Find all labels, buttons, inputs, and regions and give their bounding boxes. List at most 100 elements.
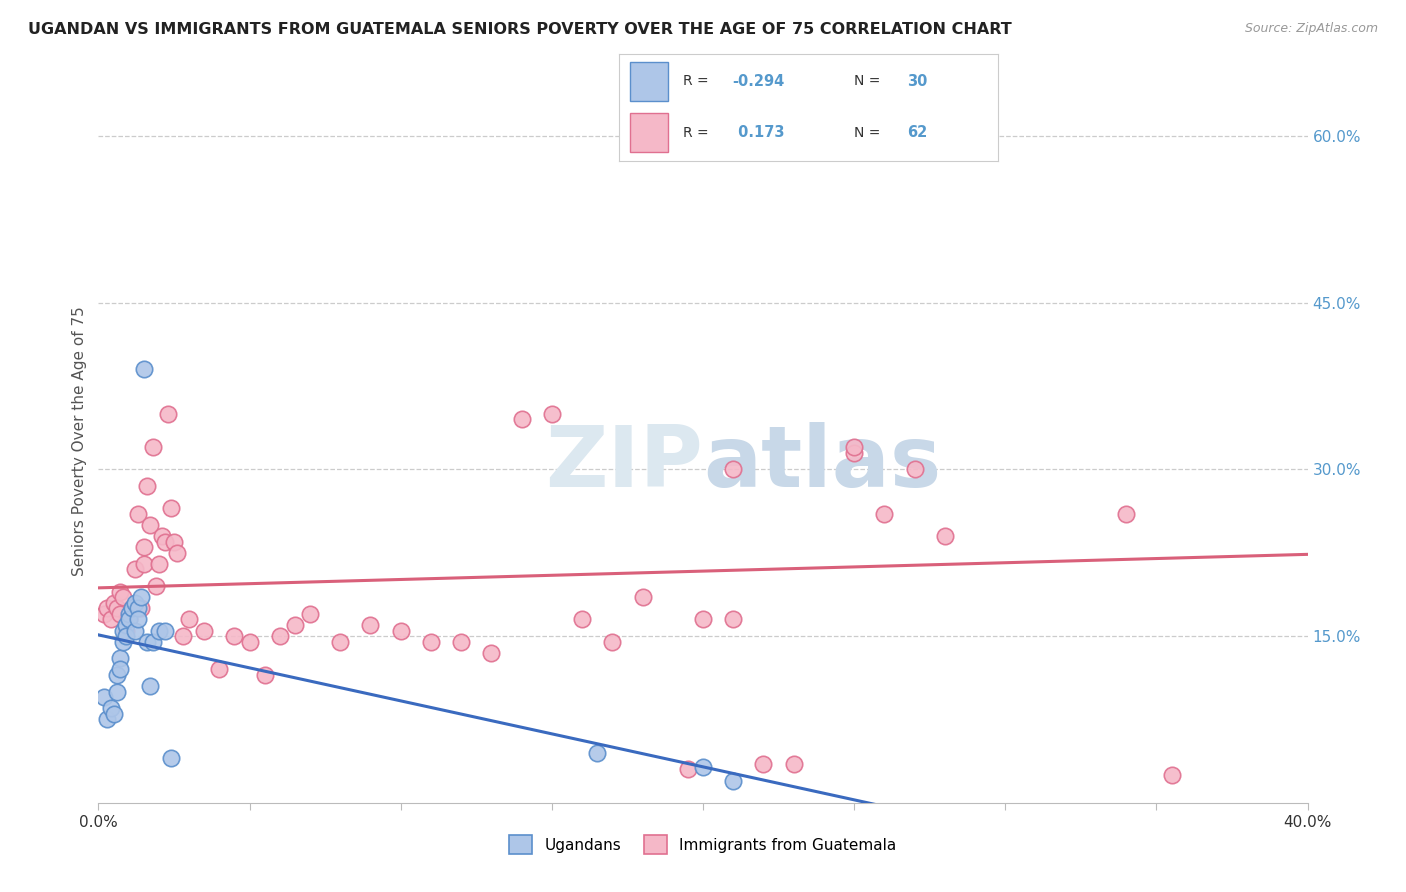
Point	[602, 634, 624, 648]
Text: 62: 62	[907, 125, 928, 140]
Point	[420, 634, 443, 648]
Point	[114, 618, 136, 632]
Point	[571, 612, 593, 626]
Point	[723, 612, 745, 626]
Point	[224, 629, 246, 643]
Point	[160, 751, 183, 765]
Point	[813, 118, 835, 132]
Point	[153, 624, 176, 638]
Legend: Ugandans, Immigrants from Guatemala: Ugandans, Immigrants from Guatemala	[503, 830, 903, 860]
Point	[124, 624, 146, 638]
Point	[132, 362, 155, 376]
Point	[150, 529, 173, 543]
Text: Source: ZipAtlas.com: Source: ZipAtlas.com	[1244, 22, 1378, 36]
Point	[676, 763, 699, 777]
Point	[114, 624, 136, 638]
Point	[752, 756, 775, 771]
Point	[118, 607, 141, 621]
Point	[692, 612, 714, 626]
Point	[844, 445, 866, 459]
Point	[103, 596, 125, 610]
Point	[723, 462, 745, 476]
Point	[156, 407, 179, 421]
Text: N =: N =	[853, 126, 884, 140]
Point	[389, 624, 412, 638]
Point	[129, 590, 152, 604]
Point	[208, 662, 231, 676]
Point	[253, 668, 276, 682]
Y-axis label: Seniors Poverty Over the Age of 75: Seniors Poverty Over the Age of 75	[72, 307, 87, 576]
Point	[118, 612, 141, 626]
Point	[904, 462, 927, 476]
Point	[118, 612, 141, 626]
Point	[299, 607, 322, 621]
Text: -0.294: -0.294	[733, 74, 785, 89]
Point	[692, 760, 714, 774]
Text: 0.173: 0.173	[733, 125, 785, 140]
Point	[1115, 507, 1137, 521]
Point	[163, 534, 186, 549]
Point	[873, 507, 896, 521]
Point	[139, 517, 162, 532]
Point	[124, 562, 146, 576]
Text: N =: N =	[853, 74, 884, 88]
Point	[108, 607, 131, 621]
Point	[121, 601, 143, 615]
Point	[127, 601, 149, 615]
Point	[135, 634, 157, 648]
Point	[329, 634, 352, 648]
Bar	[630, 62, 668, 101]
Point	[148, 557, 170, 571]
Point	[239, 634, 262, 648]
Point	[93, 690, 115, 705]
Point	[111, 624, 134, 638]
Point	[783, 756, 806, 771]
Point	[160, 501, 183, 516]
Point	[142, 440, 165, 454]
Point	[103, 706, 125, 721]
Point	[510, 412, 533, 426]
Point	[132, 540, 155, 554]
Text: atlas: atlas	[703, 422, 941, 505]
Point	[153, 534, 176, 549]
Point	[1160, 768, 1182, 782]
Point	[481, 646, 503, 660]
Point	[93, 607, 115, 621]
Text: ZIP: ZIP	[546, 422, 703, 505]
Point	[96, 713, 118, 727]
Text: UGANDAN VS IMMIGRANTS FROM GUATEMALA SENIORS POVERTY OVER THE AGE OF 75 CORRELAT: UGANDAN VS IMMIGRANTS FROM GUATEMALA SEN…	[28, 22, 1012, 37]
Point	[269, 629, 291, 643]
Point	[586, 746, 609, 760]
Point	[96, 601, 118, 615]
Point	[631, 590, 654, 604]
Point	[844, 440, 866, 454]
Point	[934, 529, 956, 543]
Point	[127, 612, 149, 626]
Point	[723, 773, 745, 788]
Point	[193, 624, 215, 638]
Point	[450, 634, 472, 648]
Point	[108, 651, 131, 665]
Point	[179, 612, 201, 626]
Bar	[630, 113, 668, 152]
Point	[100, 701, 122, 715]
Point	[114, 629, 136, 643]
Point	[100, 612, 122, 626]
Point	[127, 507, 149, 521]
Point	[129, 601, 152, 615]
Point	[105, 684, 128, 698]
Point	[284, 618, 307, 632]
Point	[105, 668, 128, 682]
Text: R =: R =	[683, 126, 717, 140]
Point	[124, 596, 146, 610]
Point	[111, 634, 134, 648]
Point	[111, 590, 134, 604]
Point	[139, 679, 162, 693]
Point	[148, 624, 170, 638]
Point	[166, 546, 188, 560]
Point	[108, 662, 131, 676]
Point	[135, 479, 157, 493]
Point	[121, 601, 143, 615]
Point	[145, 579, 167, 593]
Point	[142, 634, 165, 648]
